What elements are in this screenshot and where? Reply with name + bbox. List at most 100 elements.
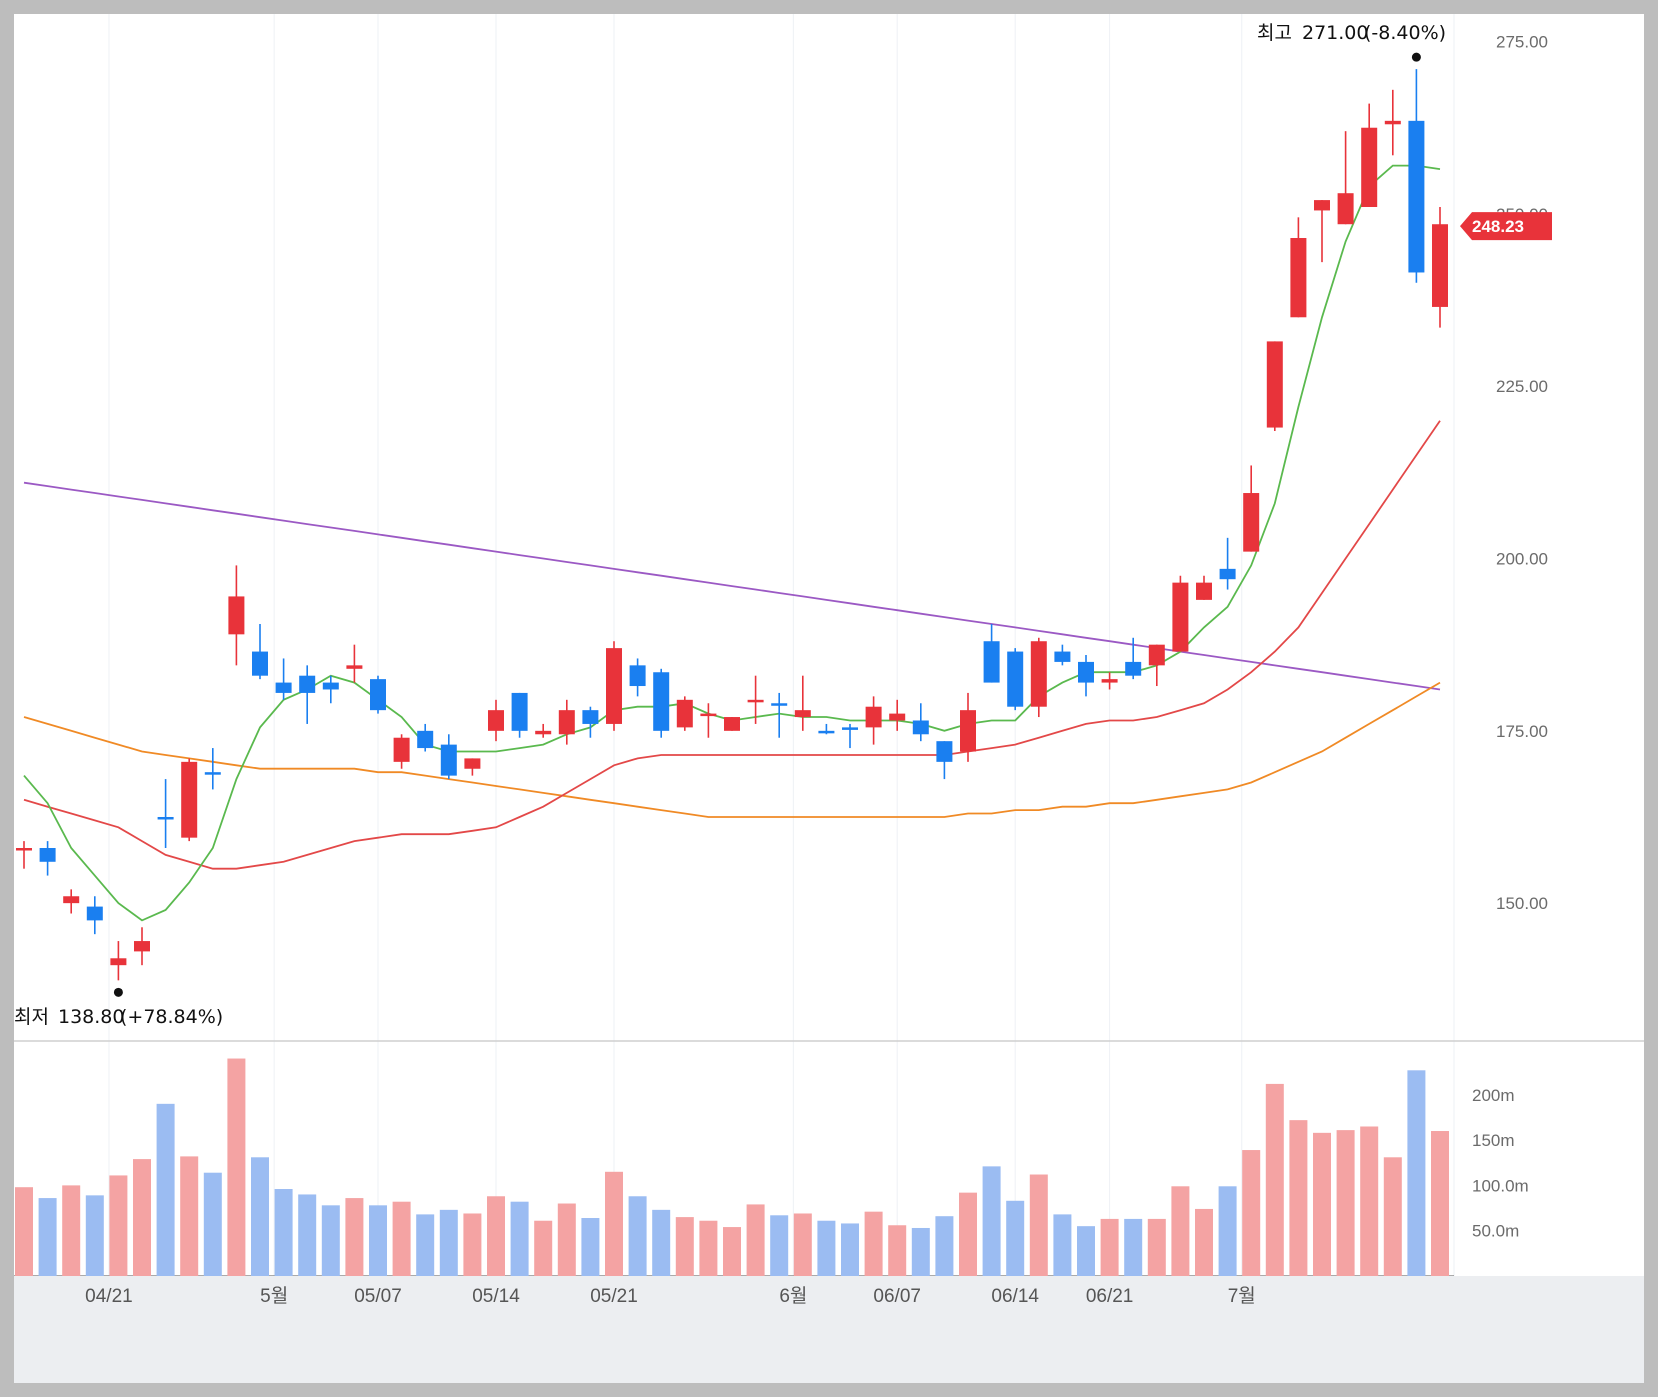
volume-bar	[888, 1225, 907, 1276]
volume-bar	[109, 1175, 128, 1276]
candle-body	[700, 713, 717, 717]
ma120-line	[23, 481, 1441, 691]
volume-bar	[38, 1198, 57, 1276]
volume-bar	[392, 1201, 411, 1276]
candle-body	[417, 730, 434, 749]
candle-body	[865, 706, 882, 728]
candle-body	[63, 896, 80, 904]
volume-bar	[1077, 1226, 1095, 1276]
volume-tick-label: 50.0m	[1472, 1222, 1519, 1241]
candles	[16, 69, 1448, 981]
volume-bar	[605, 1171, 623, 1276]
candle-body	[1290, 238, 1307, 318]
candle-body	[252, 651, 268, 676]
volume-bar	[439, 1209, 458, 1276]
volume-bar	[369, 1205, 387, 1276]
volume-bar	[1313, 1132, 1331, 1276]
candle-body	[842, 727, 858, 730]
date-axis-band	[14, 1276, 1644, 1383]
candle-body	[1172, 582, 1189, 652]
volume-bar	[1336, 1130, 1355, 1276]
y-tick-label: 200.00	[1496, 550, 1548, 569]
volume-bar	[1124, 1218, 1143, 1276]
candle-body	[1384, 120, 1401, 125]
candle-body	[511, 692, 528, 731]
candle-body	[16, 848, 32, 851]
volume-bar	[1360, 1126, 1379, 1276]
y-tick-label: 225.00	[1496, 377, 1548, 396]
candle-body	[558, 710, 575, 735]
candle-body	[936, 741, 953, 762]
volume-bar	[1053, 1214, 1072, 1276]
volume-bar	[463, 1213, 482, 1276]
volume-bar	[251, 1157, 269, 1276]
volume-bar	[770, 1215, 789, 1276]
volume-bar	[345, 1198, 364, 1276]
volume-tick-label: 150m	[1472, 1131, 1515, 1150]
volume-bar	[133, 1159, 151, 1276]
candle-body	[771, 703, 788, 706]
gridlines	[14, 14, 1644, 1277]
candle-body	[1337, 193, 1354, 225]
volume-bar	[416, 1214, 435, 1276]
candle-body	[393, 737, 410, 762]
volume-tick-label: 200m	[1472, 1086, 1515, 1105]
candle-body	[1125, 661, 1142, 676]
candle-body	[228, 596, 245, 635]
high-annotation-value: 271.00	[1302, 22, 1368, 44]
volume-bar	[959, 1192, 977, 1276]
volume-bar	[534, 1220, 553, 1276]
candle-body	[794, 710, 811, 718]
volume-bar	[274, 1189, 293, 1276]
volume-bars	[15, 1058, 1449, 1276]
current-price-value: 248.23	[1472, 217, 1524, 236]
candle-body	[912, 720, 929, 735]
volume-bar	[675, 1217, 694, 1276]
candle-body	[747, 699, 764, 703]
candle-body	[606, 648, 622, 724]
volume-bar	[581, 1218, 600, 1276]
current-price-badge-shape	[1460, 212, 1552, 241]
volume-bar	[1195, 1208, 1213, 1276]
candle-body	[464, 758, 481, 769]
volume-bar	[1218, 1186, 1237, 1276]
candle-body	[629, 665, 646, 687]
candle-body	[488, 710, 504, 731]
volume-bar	[227, 1058, 246, 1276]
candle-body	[1030, 641, 1047, 707]
candle-body	[1054, 651, 1071, 662]
candle-body	[1101, 679, 1118, 683]
volume-bar	[62, 1185, 81, 1276]
candle-body	[889, 713, 906, 721]
volume-bar	[1407, 1070, 1426, 1276]
x-tick-label: 06/14	[991, 1286, 1039, 1307]
ma60-line	[23, 681, 1441, 818]
volume-bar	[628, 1196, 647, 1276]
x-tick-label: 05/21	[590, 1286, 638, 1307]
volume-bar	[1265, 1083, 1284, 1276]
volume-bar	[298, 1194, 317, 1276]
candle-body	[86, 906, 103, 921]
x-tick-label: 04/21	[85, 1286, 133, 1307]
candle-body	[535, 730, 552, 735]
x-tick-label: 05/14	[472, 1286, 520, 1307]
high-annotation-change: (-8.40%)	[1364, 22, 1446, 44]
low-annotation-change: (+78.84%)	[120, 1006, 223, 1028]
candle-body	[1408, 120, 1425, 273]
volume-bar	[1006, 1200, 1025, 1276]
candle-body	[275, 682, 292, 693]
x-tick-label: 05/07	[354, 1286, 402, 1307]
x-tick-label: 7월	[1228, 1285, 1256, 1307]
volume-bar	[1431, 1131, 1449, 1276]
volume-bar	[817, 1220, 836, 1276]
candle-body	[1078, 661, 1094, 683]
candle-body	[960, 710, 976, 752]
candle-body	[181, 761, 198, 838]
candle-body	[1007, 651, 1024, 707]
volume-bar	[911, 1227, 930, 1276]
candle-body	[204, 772, 221, 775]
volume-bar	[203, 1172, 222, 1276]
candle-body	[676, 699, 693, 728]
